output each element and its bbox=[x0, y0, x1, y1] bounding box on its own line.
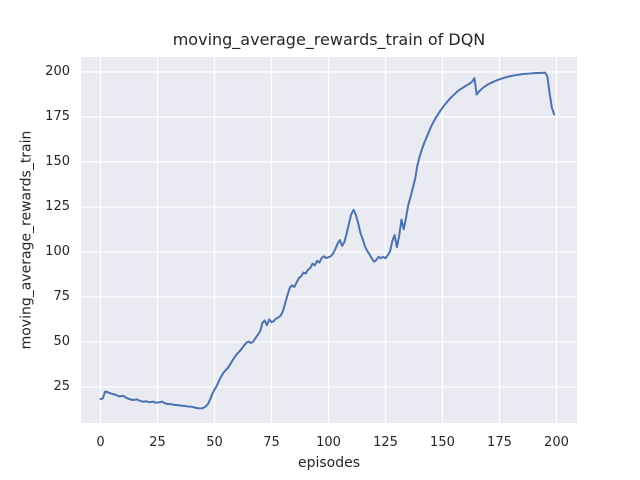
x-tick-label: 100 bbox=[316, 435, 341, 450]
y-tick-label: 175 bbox=[45, 108, 70, 124]
x-tick-label: 75 bbox=[263, 435, 280, 450]
x-tick-label: 125 bbox=[373, 435, 398, 450]
x-tick-label: 150 bbox=[430, 435, 455, 450]
x-tick-label: 25 bbox=[149, 435, 166, 450]
x-tick-label: 0 bbox=[96, 435, 105, 450]
x-tick-label: 200 bbox=[544, 435, 569, 450]
x-tick-label: 50 bbox=[206, 435, 223, 450]
y-tick-label: 125 bbox=[45, 198, 70, 214]
y-tick-label: 150 bbox=[45, 153, 70, 169]
y-tick-label: 25 bbox=[53, 378, 70, 394]
y-tick-label: 100 bbox=[45, 243, 70, 259]
chart-title: moving_average_rewards_train of DQN bbox=[172, 30, 486, 49]
data-line bbox=[99, 71, 556, 410]
y-tick-label: 75 bbox=[53, 288, 70, 304]
x-axis-label: episodes bbox=[297, 455, 361, 471]
y-tick-label: 50 bbox=[53, 333, 70, 349]
x-tick-label: 175 bbox=[487, 435, 512, 450]
y-tick-label: 200 bbox=[45, 63, 70, 79]
